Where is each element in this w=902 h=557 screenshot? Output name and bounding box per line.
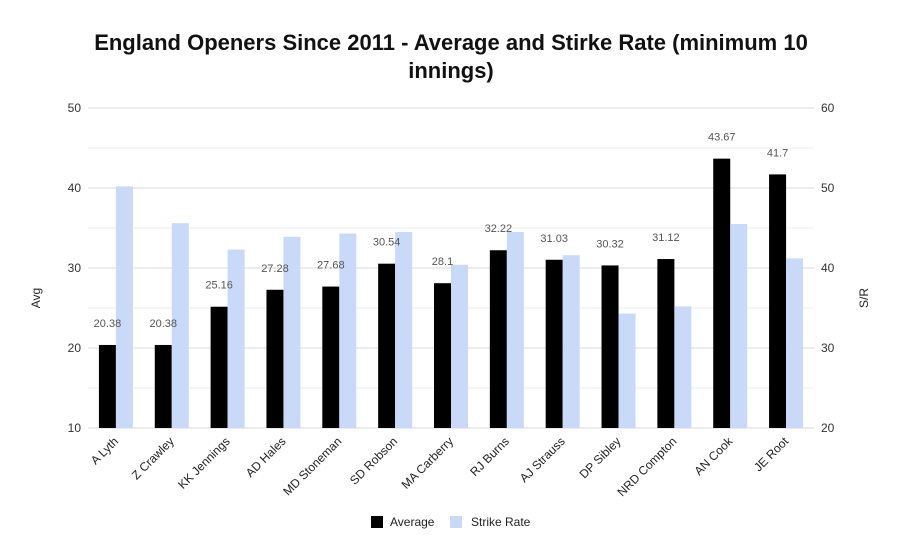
data-label-average: 43.67: [708, 132, 736, 144]
bar-strike-rate: [674, 306, 692, 428]
x-category-label: Z Crawley: [129, 434, 177, 482]
data-label-average: 20.38: [150, 318, 178, 330]
legend-swatch-average: [371, 516, 383, 528]
data-label-average: 31.03: [540, 233, 568, 245]
bar-strike-rate: [618, 313, 636, 428]
y-tick-left: 30: [68, 261, 82, 275]
bar-strike-rate: [562, 255, 580, 428]
data-label-average: 28.1: [432, 256, 453, 268]
y-axis-left-ticks: 10 20 30 40 50: [68, 101, 82, 435]
x-category-label: MD Stoneman: [280, 434, 344, 498]
x-category-label: A Lyth: [88, 434, 121, 467]
x-category-label: KK Jennings: [175, 434, 233, 492]
bar-average: [769, 174, 787, 428]
bar-average: [98, 344, 116, 428]
bar-strike-rate: [730, 224, 748, 428]
bar-average: [713, 158, 731, 428]
x-category-label: RJ Burns: [467, 434, 512, 479]
data-label-average: 31.12: [652, 232, 680, 244]
bars: [98, 158, 804, 428]
bar-strike-rate: [115, 186, 133, 428]
bar-average: [154, 344, 172, 428]
data-label-average: 25.16: [205, 280, 233, 292]
bar-average: [545, 259, 563, 428]
legend: Average Strike Rate: [371, 515, 531, 529]
x-category-label: AD Hales: [243, 434, 289, 480]
x-category-label: DP Sibley: [577, 434, 624, 481]
bar-average: [266, 289, 284, 428]
data-labels: 20.38 20.38 25.16 27.28 27.68 30.54 28.1 32.22 3…: [94, 132, 789, 330]
chart-title-line-1: England Openers Since 2011 - Average and…: [94, 30, 808, 55]
y-tick-left: 50: [68, 101, 82, 115]
y-tick-left: 20: [68, 341, 82, 355]
bar-average: [210, 306, 228, 428]
data-label-average: 32.22: [485, 223, 513, 235]
y-tick-right: 30: [821, 341, 835, 355]
data-label-average: 30.32: [596, 238, 624, 250]
bar-average: [322, 286, 340, 428]
data-label-average: 27.28: [261, 263, 289, 275]
bar-strike-rate: [395, 232, 413, 428]
y-tick-right: 20: [821, 421, 835, 435]
legend-label-strike-rate: Strike Rate: [471, 515, 531, 529]
y-tick-right: 60: [821, 101, 835, 115]
bar-strike-rate: [339, 233, 357, 428]
y-axis-right-title: S/R: [857, 288, 871, 308]
legend-label-average: Average: [390, 515, 435, 529]
legend-swatch-strike-rate: [450, 516, 462, 528]
data-label-average: 30.54: [373, 237, 401, 249]
bar-average: [378, 263, 396, 428]
x-category-label: NRD Compton: [614, 434, 679, 499]
bar-strike-rate: [506, 232, 524, 428]
bar-average: [657, 259, 675, 428]
x-category-label: AN Cook: [691, 434, 736, 479]
x-category-label: JE Root: [751, 434, 792, 475]
data-label-average: 27.68: [317, 260, 345, 272]
bar-average: [489, 250, 507, 428]
y-tick-left: 10: [68, 421, 82, 435]
bar-strike-rate: [283, 236, 301, 428]
y-tick-right: 50: [821, 181, 835, 195]
x-category-label: SD Robson: [347, 434, 400, 487]
data-label-average: 41.7: [767, 147, 788, 159]
chart-title-line-2: innings): [408, 58, 494, 83]
bar-average: [434, 283, 451, 428]
bar-strike-rate: [451, 264, 468, 428]
bar-strike-rate: [786, 258, 804, 428]
x-category-label: AJ Strauss: [517, 434, 568, 485]
data-label-average: 20.38: [94, 318, 122, 330]
y-tick-right: 40: [821, 261, 835, 275]
y-axis-left-title: Avg: [29, 288, 43, 308]
y-tick-left: 40: [68, 181, 82, 195]
bar-average: [601, 265, 619, 428]
y-axis-right-ticks: 20 30 40 50 60: [821, 101, 835, 435]
bar-strike-rate: [171, 223, 189, 428]
bar-strike-rate: [227, 249, 245, 428]
x-category-label: MA Carberry: [399, 434, 457, 492]
